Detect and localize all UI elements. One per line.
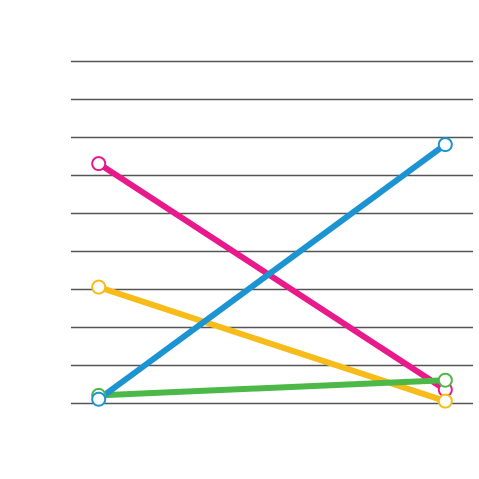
series-line-0 [95, 160, 449, 393]
series-3-point-0 [91, 391, 107, 407]
gridlines [71, 60, 473, 405]
series-1-point-1 [437, 393, 453, 409]
series-line-3 [95, 141, 449, 403]
series-line-2 [95, 377, 449, 399]
series-lines [95, 141, 449, 405]
series-0-point-0 [91, 156, 107, 172]
series-1-point-0 [91, 279, 107, 295]
series-markers [91, 137, 453, 409]
series-2-point-1 [437, 372, 453, 388]
series-3-point-1 [437, 137, 453, 153]
